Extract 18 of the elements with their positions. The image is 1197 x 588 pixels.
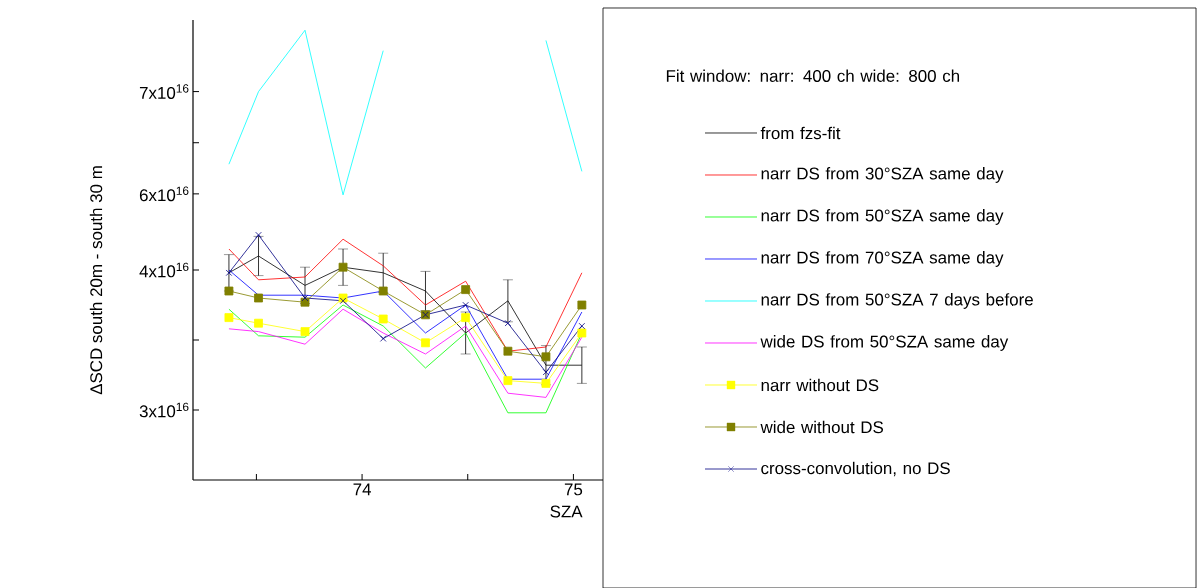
legend-label: wide DS from 50°SZA same day [760, 335, 1009, 351]
legend-label: narr DS from 50°SZA same day [761, 209, 1004, 225]
legend-label: cross-convolution, no DS [761, 461, 950, 477]
y-tick-label: 6x10$^{16}$ [139, 186, 189, 202]
x-tick-label: 74 [353, 483, 371, 496]
legend-label: wide without DS [760, 420, 884, 434]
y-tick-label: 4x10$^{16}$ [139, 262, 189, 278]
x-axis-title: SZA [550, 505, 583, 518]
y-tick-label: 3x10$^{16}$ [139, 402, 189, 418]
x-tick-label: 75 [564, 483, 583, 496]
legend-label: narr without DS [761, 378, 879, 392]
y-axis-title: ΔSCD south 20m - south 30 m [89, 166, 103, 395]
legend-label: narr DS from 70°SZA same day [761, 251, 1004, 267]
y-tick-label: 7x10$^{16}$ [139, 84, 189, 99]
legend-label: narr DS from 50°SZA 7 days before [761, 293, 1033, 309]
legend-label: from fzs-fit [760, 126, 841, 140]
legend-title: Fit window: narr: 400 ch wide: 800 ch [666, 69, 960, 82]
legend-label: narr DS from 30°SZA same day [761, 167, 1004, 183]
